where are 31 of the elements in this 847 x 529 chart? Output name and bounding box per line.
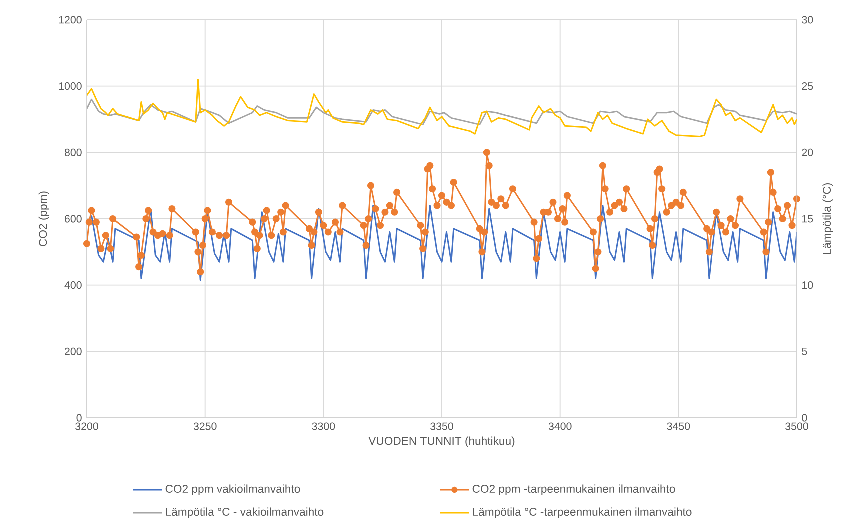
- y-tick-label: 600: [65, 215, 82, 223]
- y2-axis-title: Lämpötila (°C): [822, 183, 834, 254]
- legend-label: Lämpötila °C - vakioilmanvaihto: [166, 508, 324, 518]
- x-tick-label: 3500: [786, 422, 808, 430]
- x-tick-label: 3300: [312, 422, 336, 430]
- y-tick-label: 200: [65, 348, 82, 356]
- legend-label: Lämpötila °C -tarpeenmukainen ilmanvaihto: [473, 508, 692, 518]
- y-tick-label: 0: [76, 414, 82, 422]
- y-axis-title: CO2 (ppm): [38, 192, 50, 246]
- x-axis-title: VUODEN TUNNIT (huhtikuu): [368, 436, 515, 448]
- y2-tick-label: 20: [802, 148, 814, 156]
- y2-tick-label: 10: [802, 282, 814, 290]
- x-tick-label: 3250: [194, 422, 217, 430]
- x-tick-label: 3450: [667, 422, 690, 430]
- y2-tick-label: 25: [802, 82, 814, 90]
- y-tick-label: 1200: [59, 16, 82, 24]
- line-series: [87, 98, 798, 126]
- line-series: [87, 78, 798, 138]
- x-tick-label: 3350: [430, 422, 454, 430]
- legend-label: CO2 ppm -tarpeenmukainen ilmanvaihto: [472, 484, 676, 496]
- y2-tick-label: 15: [802, 215, 814, 223]
- legend-label: CO2 ppm vakioilmanvaihto: [166, 484, 300, 496]
- line-series: [91, 204, 798, 282]
- y-tick-label: 1000: [59, 82, 82, 90]
- y-tick-label: 400: [64, 282, 82, 290]
- y2-tick-label: 5: [802, 348, 808, 356]
- x-tick-label: 3200: [76, 422, 98, 430]
- x-tick-label: 3400: [548, 422, 572, 430]
- y-tick-label: 800: [64, 148, 82, 156]
- y2-tick-label: 30: [802, 16, 814, 24]
- y2-tick-label: 0: [802, 414, 808, 422]
